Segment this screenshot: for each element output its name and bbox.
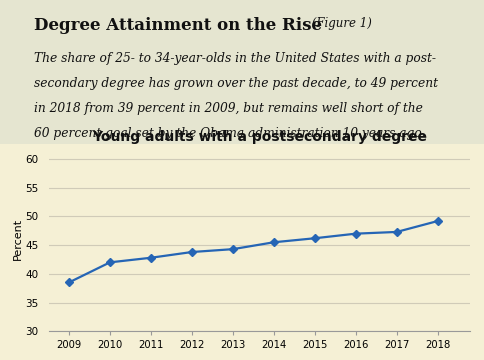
Text: Degree Attainment on the Rise: Degree Attainment on the Rise bbox=[34, 17, 321, 34]
Text: secondary degree has grown over the past decade, to 49 percent: secondary degree has grown over the past… bbox=[34, 77, 437, 90]
Text: (Figure 1): (Figure 1) bbox=[307, 17, 371, 30]
Y-axis label: Percent: Percent bbox=[13, 218, 23, 261]
Text: in 2018 from 39 percent in 2009, but remains well short of the: in 2018 from 39 percent in 2009, but rem… bbox=[34, 102, 422, 115]
Title: Young adults with a postsecondary degree: Young adults with a postsecondary degree bbox=[92, 130, 426, 144]
Text: The share of 25- to 34-year-olds in the United States with a post-: The share of 25- to 34-year-olds in the … bbox=[34, 52, 435, 65]
Text: 60 percent goal set by the Obama administration 10 years ago.: 60 percent goal set by the Obama adminis… bbox=[34, 127, 424, 140]
